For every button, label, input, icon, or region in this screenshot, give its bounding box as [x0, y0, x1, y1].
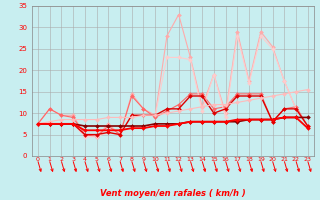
Text: Vent moyen/en rafales ( km/h ): Vent moyen/en rafales ( km/h ) [100, 189, 246, 198]
